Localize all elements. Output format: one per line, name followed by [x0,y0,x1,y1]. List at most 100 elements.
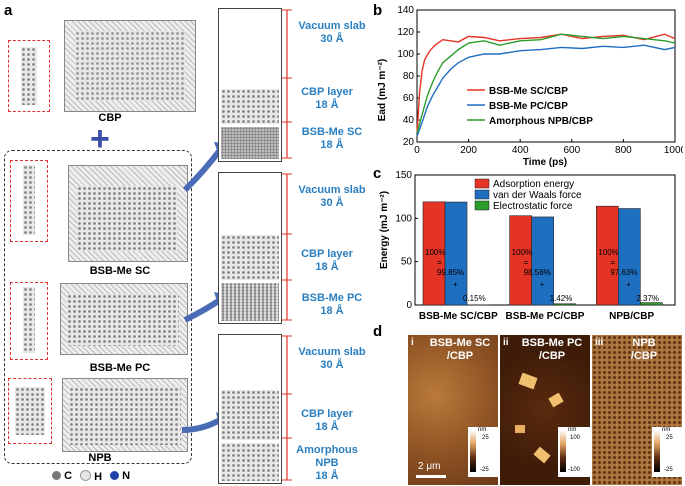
chart-b-xtick-label: 800 [615,145,632,156]
atom-legend-n: N [110,470,130,483]
chart-c-annot-eq: = [437,258,442,267]
chart-c-ytick-label: 0 [406,300,412,311]
energy-bar-chart: Energy (mJ m⁻²) 0 50 100 150 BSB-Me SC/CBP B… [379,170,676,322]
chart-b-ytick-label: 60 [403,93,415,104]
afm-title-pc: BSB-Me PC/CBP [521,337,583,362]
afm-title-sc: BSB-Me SC/CBP [429,337,491,362]
slab-npb-substrate-label: Amorphous NPB 18 Å [296,444,358,482]
chart-c-category-label: NPB/CBP [609,311,654,322]
slab-sc-vacuum-label: Vacuum slab 30 Å [298,20,366,45]
cbp-label: CBP [98,112,122,124]
chart-c-bar-1-2 [553,303,576,306]
bsb-me-molecule-inset-2 [10,282,48,360]
npb-box [62,378,188,452]
chart-c-bar-1-1 [531,216,554,306]
chart-b-series-0 [416,33,676,134]
plus-sign: + [90,120,110,158]
slab-pc [218,172,282,324]
chart-c-legend-swatch-2 [474,200,490,211]
chart-c-annot-eq: = [524,258,529,267]
chart-b-legend-label-0: BSB-Me SC/CBP [489,86,568,97]
chart-b-xtick-label: 0 [414,145,420,156]
afm-index-iii: iii [595,337,604,348]
slab-npb [218,334,282,484]
chart-c-annot-vdw: 97.63% [610,268,637,277]
slab-pc-vacuum-label: Vacuum slab 30 Å [298,184,366,209]
bsb-me-sc-box [68,165,188,262]
chart-c-legend-label-2: Electrostatic force [493,201,573,212]
npb-molecule-inset [8,378,52,444]
afm-image-npb: iii NPB/CBP nm 25 -25 [592,335,682,485]
chart-b-xtick-label: 600 [563,145,580,156]
chart-c-annot-plus: + [453,280,458,289]
chart-b-ytick-label: 80 [403,71,415,82]
chart-b-xtick-label: 1000 [664,145,683,156]
scale-bar-label: 2 μm [418,461,441,472]
chart-c-annot-es: 1.42% [550,294,573,303]
bsb-me-sc-label: BSB-Me SC [89,265,151,277]
chart-c-legend-swatch-1 [474,189,490,200]
chart-b-series-2 [416,33,676,134]
bsb-me-pc-label: BSB-Me PC [89,362,151,374]
slab-sc-substrate-label: BSB-Me SC 18 Å [301,126,363,151]
chart-c-annot-vdw: 99.85% [437,268,464,277]
chart-c-legend-label-1: van der Waals force [493,190,582,201]
chart-c-annot-plus: + [626,280,631,289]
slab-sc-dimension-arrows [282,9,292,159]
chart-c-category-label: BSB-Me PC/CBP [506,311,585,322]
chart-b-ytick-label: 40 [403,115,415,126]
chart-c-ytick-label: 100 [395,213,412,224]
chart-b-ylabel: Ead (mJ m⁻²) [377,59,388,122]
afm-colorbar-sc: nm 25 -25 [468,427,498,477]
slab-sc [218,8,282,162]
chart-c-annot-total: 100% [512,248,532,257]
chart-b-series-1 [416,44,676,137]
chart-c-annot-vdw: 98.58% [524,268,551,277]
chart-c-category-label: BSB-Me SC/CBP [419,311,498,322]
afm-colorbar-npb: nm 25 -25 [652,427,682,477]
slab-npb-dimension-arrows [282,335,292,481]
substrate-group [4,150,192,464]
chart-c-bar-1-0 [509,215,532,306]
panel-label-d: d [373,323,383,340]
chart-b-ytick-label: 100 [397,49,414,60]
panel-label-b: b [373,2,383,19]
chart-c-annot-plus: + [540,280,545,289]
chart-c-ytick-label: 50 [401,257,413,268]
chart-c-bar-0-1 [444,201,468,306]
afm-colorbar-pc: nm 100 -100 [558,427,590,477]
slab-pc-dimension-arrows [282,173,292,321]
atom-legend: C H N [52,470,130,483]
slab-npb-vacuum-label: Vacuum slab 30 Å [298,346,366,371]
chart-c-annot-total: 100% [598,248,618,257]
chart-c-annot-es: 0.15% [463,294,486,303]
bsb-me-molecule-inset-1 [10,160,48,242]
afm-image-sc: i BSB-Me SC/CBP nm 25 -25 2 μm [408,335,498,485]
chart-b-xtick-label: 400 [512,145,529,156]
chart-c-annot-total: 100% [425,248,445,257]
chart-b-legend-label-2: Amorphous NPB/CBP [489,116,593,127]
chart-b-ytick-label: 20 [403,137,415,148]
panel-label-a: a [4,2,13,19]
npb-label: NPB [88,452,112,464]
chart-c-bar-2-2 [640,302,663,306]
chart-b-ytick-label: 140 [397,5,414,16]
afm-index-ii: ii [503,337,509,348]
ead-time-chart: Ead (mJ m⁻²) Time (ps) 0 200 400 600 800 1000… [377,5,683,168]
chart-c-ylabel: Energy (mJ m⁻²) [379,191,390,269]
chart-b-ytick-label: 120 [397,27,414,38]
slab-pc-substrate-label: BSB-Me PC 18 Å [301,292,363,317]
panel-label-c: c [373,165,382,182]
cbp-molecule-inset [8,40,50,112]
atom-legend-c: C [52,470,72,483]
chart-c-ytick-label: 150 [395,170,412,181]
chart-c-annot-eq: = [610,258,615,267]
afm-image-pc: ii BSB-Me PC/CBP nm 100 -100 [500,335,590,485]
afm-title-npb: NPB/CBP [630,337,658,362]
chart-c-annot-es: 2.37% [636,294,659,303]
bsb-me-pc-box [60,283,188,355]
slab-pc-cbp-label: CBP layer 18 Å [301,248,353,273]
chart-b-xtick-label: 200 [460,145,477,156]
chart-c-legend-swatch-0 [474,178,490,189]
chart-c-bar-2-1 [618,208,641,306]
